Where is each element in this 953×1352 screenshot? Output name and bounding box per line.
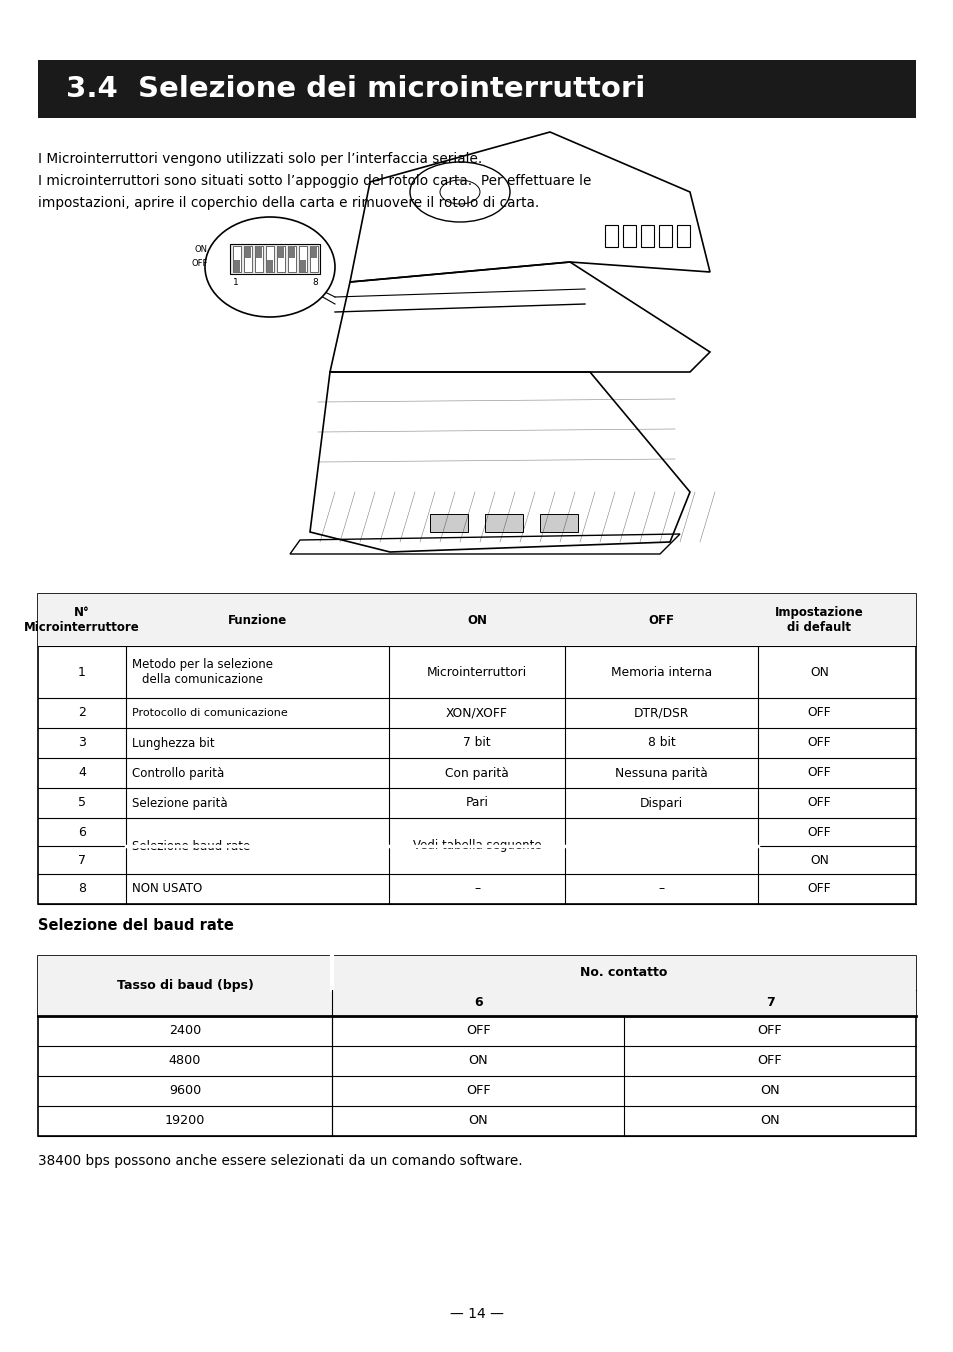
Bar bbox=[233, 260, 240, 272]
Text: Memoria interna: Memoria interna bbox=[610, 665, 711, 679]
Text: Selezione baud rate: Selezione baud rate bbox=[132, 840, 250, 853]
Text: N°
Microinterruttore: N° Microinterruttore bbox=[24, 606, 140, 634]
Bar bbox=[38, 59, 915, 118]
Bar bbox=[310, 246, 317, 272]
Bar bbox=[289, 246, 294, 258]
Bar bbox=[244, 246, 252, 272]
Text: Lunghezza bit: Lunghezza bit bbox=[132, 737, 214, 749]
Text: 5: 5 bbox=[78, 796, 86, 810]
Text: 19200: 19200 bbox=[165, 1114, 205, 1128]
Text: OFF: OFF bbox=[757, 1055, 781, 1068]
Bar bbox=[640, 224, 654, 247]
Bar bbox=[288, 246, 295, 272]
Bar bbox=[430, 514, 468, 531]
Text: ON: ON bbox=[760, 1114, 779, 1128]
Text: OFF: OFF bbox=[807, 826, 830, 838]
Bar bbox=[38, 956, 915, 1015]
Text: Microinterruttori: Microinterruttori bbox=[427, 665, 526, 679]
Text: impostazioni, aprire il coperchio della carta e rimuovere il rotolo di carta.: impostazioni, aprire il coperchio della … bbox=[38, 196, 538, 210]
Text: OFF: OFF bbox=[807, 796, 830, 810]
Bar bbox=[276, 246, 285, 272]
Text: 9600: 9600 bbox=[169, 1084, 201, 1098]
Bar bbox=[484, 514, 522, 531]
Text: OFF: OFF bbox=[465, 1025, 490, 1037]
Text: 6: 6 bbox=[474, 996, 482, 1010]
Bar bbox=[245, 246, 251, 258]
Bar bbox=[659, 224, 671, 247]
Text: DTR/DSR: DTR/DSR bbox=[633, 707, 688, 719]
Text: Protocollo di comunicazione: Protocollo di comunicazione bbox=[132, 708, 287, 718]
Text: ON: ON bbox=[760, 1084, 779, 1098]
Text: OFF: OFF bbox=[192, 260, 208, 269]
Bar bbox=[298, 246, 307, 272]
Text: 1: 1 bbox=[78, 665, 86, 679]
Text: ON: ON bbox=[468, 1055, 487, 1068]
Text: Selezione parità: Selezione parità bbox=[132, 796, 227, 810]
Text: 38400 bps possono anche essere selezionati da un comando software.: 38400 bps possono anche essere seleziona… bbox=[38, 1155, 522, 1168]
Text: 8: 8 bbox=[78, 883, 86, 895]
Text: OFF: OFF bbox=[465, 1084, 490, 1098]
Text: 4800: 4800 bbox=[169, 1055, 201, 1068]
Text: Metodo per la selezione
della comunicazione: Metodo per la selezione della comunicazi… bbox=[132, 658, 273, 685]
Text: 7 bit: 7 bit bbox=[463, 737, 490, 749]
Text: XON/XOFF: XON/XOFF bbox=[446, 707, 507, 719]
Text: Selezione del baud rate: Selezione del baud rate bbox=[38, 918, 233, 933]
Text: Dispari: Dispari bbox=[639, 796, 682, 810]
Text: — 14 —: — 14 — bbox=[450, 1307, 503, 1321]
Text: OFF: OFF bbox=[807, 707, 830, 719]
Text: ON: ON bbox=[809, 853, 828, 867]
Text: NON USATO: NON USATO bbox=[132, 883, 202, 895]
Ellipse shape bbox=[205, 218, 335, 316]
Text: I microinterruttori sono situati sotto l’appoggio del rotolo carta.  Per effettu: I microinterruttori sono situati sotto l… bbox=[38, 174, 591, 188]
Bar bbox=[230, 243, 319, 274]
Text: 7: 7 bbox=[765, 996, 774, 1010]
Bar bbox=[233, 246, 241, 272]
Bar bbox=[277, 246, 284, 258]
Text: Controllo parità: Controllo parità bbox=[132, 767, 224, 780]
Text: OFF: OFF bbox=[807, 737, 830, 749]
Text: Impostazione
di default: Impostazione di default bbox=[774, 606, 862, 634]
Bar bbox=[311, 246, 316, 258]
Text: ON: ON bbox=[468, 1114, 487, 1128]
Text: 8: 8 bbox=[312, 279, 317, 287]
Text: 4: 4 bbox=[78, 767, 86, 780]
Text: OFF: OFF bbox=[757, 1025, 781, 1037]
Text: ON: ON bbox=[809, 665, 828, 679]
Text: Tasso di baud (bps): Tasso di baud (bps) bbox=[116, 979, 253, 992]
Text: OFF: OFF bbox=[648, 614, 674, 626]
Text: Nessuna parità: Nessuna parità bbox=[615, 767, 707, 780]
Bar bbox=[299, 260, 306, 272]
Text: 2: 2 bbox=[78, 707, 86, 719]
Bar bbox=[266, 246, 274, 272]
Text: 3.4  Selezione dei microinterruttori: 3.4 Selezione dei microinterruttori bbox=[66, 74, 644, 103]
Text: 2400: 2400 bbox=[169, 1025, 201, 1037]
Text: No. contatto: No. contatto bbox=[579, 967, 667, 979]
Bar bbox=[38, 956, 915, 1136]
Bar bbox=[254, 246, 263, 272]
Text: 3: 3 bbox=[78, 737, 86, 749]
Text: –: – bbox=[474, 883, 479, 895]
Text: I Microinterruttori vengono utilizzati solo per l’interfaccia seriale.: I Microinterruttori vengono utilizzati s… bbox=[38, 151, 482, 166]
Bar bbox=[539, 514, 578, 531]
Text: –: – bbox=[658, 883, 663, 895]
Text: 8 bit: 8 bit bbox=[647, 737, 675, 749]
Bar bbox=[267, 260, 273, 272]
Text: Funzione: Funzione bbox=[228, 614, 287, 626]
Text: ON: ON bbox=[194, 246, 208, 254]
Bar bbox=[255, 246, 262, 258]
Bar bbox=[38, 594, 915, 904]
Text: ON: ON bbox=[467, 614, 486, 626]
Bar bbox=[604, 224, 618, 247]
Text: 1: 1 bbox=[233, 279, 238, 287]
Bar bbox=[677, 224, 689, 247]
Text: OFF: OFF bbox=[807, 767, 830, 780]
Text: 7: 7 bbox=[78, 853, 86, 867]
Text: Pari: Pari bbox=[465, 796, 488, 810]
Text: Vedi tabella seguente: Vedi tabella seguente bbox=[413, 840, 540, 853]
Bar bbox=[38, 594, 915, 646]
Text: OFF: OFF bbox=[807, 883, 830, 895]
Text: 6: 6 bbox=[78, 826, 86, 838]
Bar bbox=[622, 224, 636, 247]
Text: Con parità: Con parità bbox=[445, 767, 508, 780]
